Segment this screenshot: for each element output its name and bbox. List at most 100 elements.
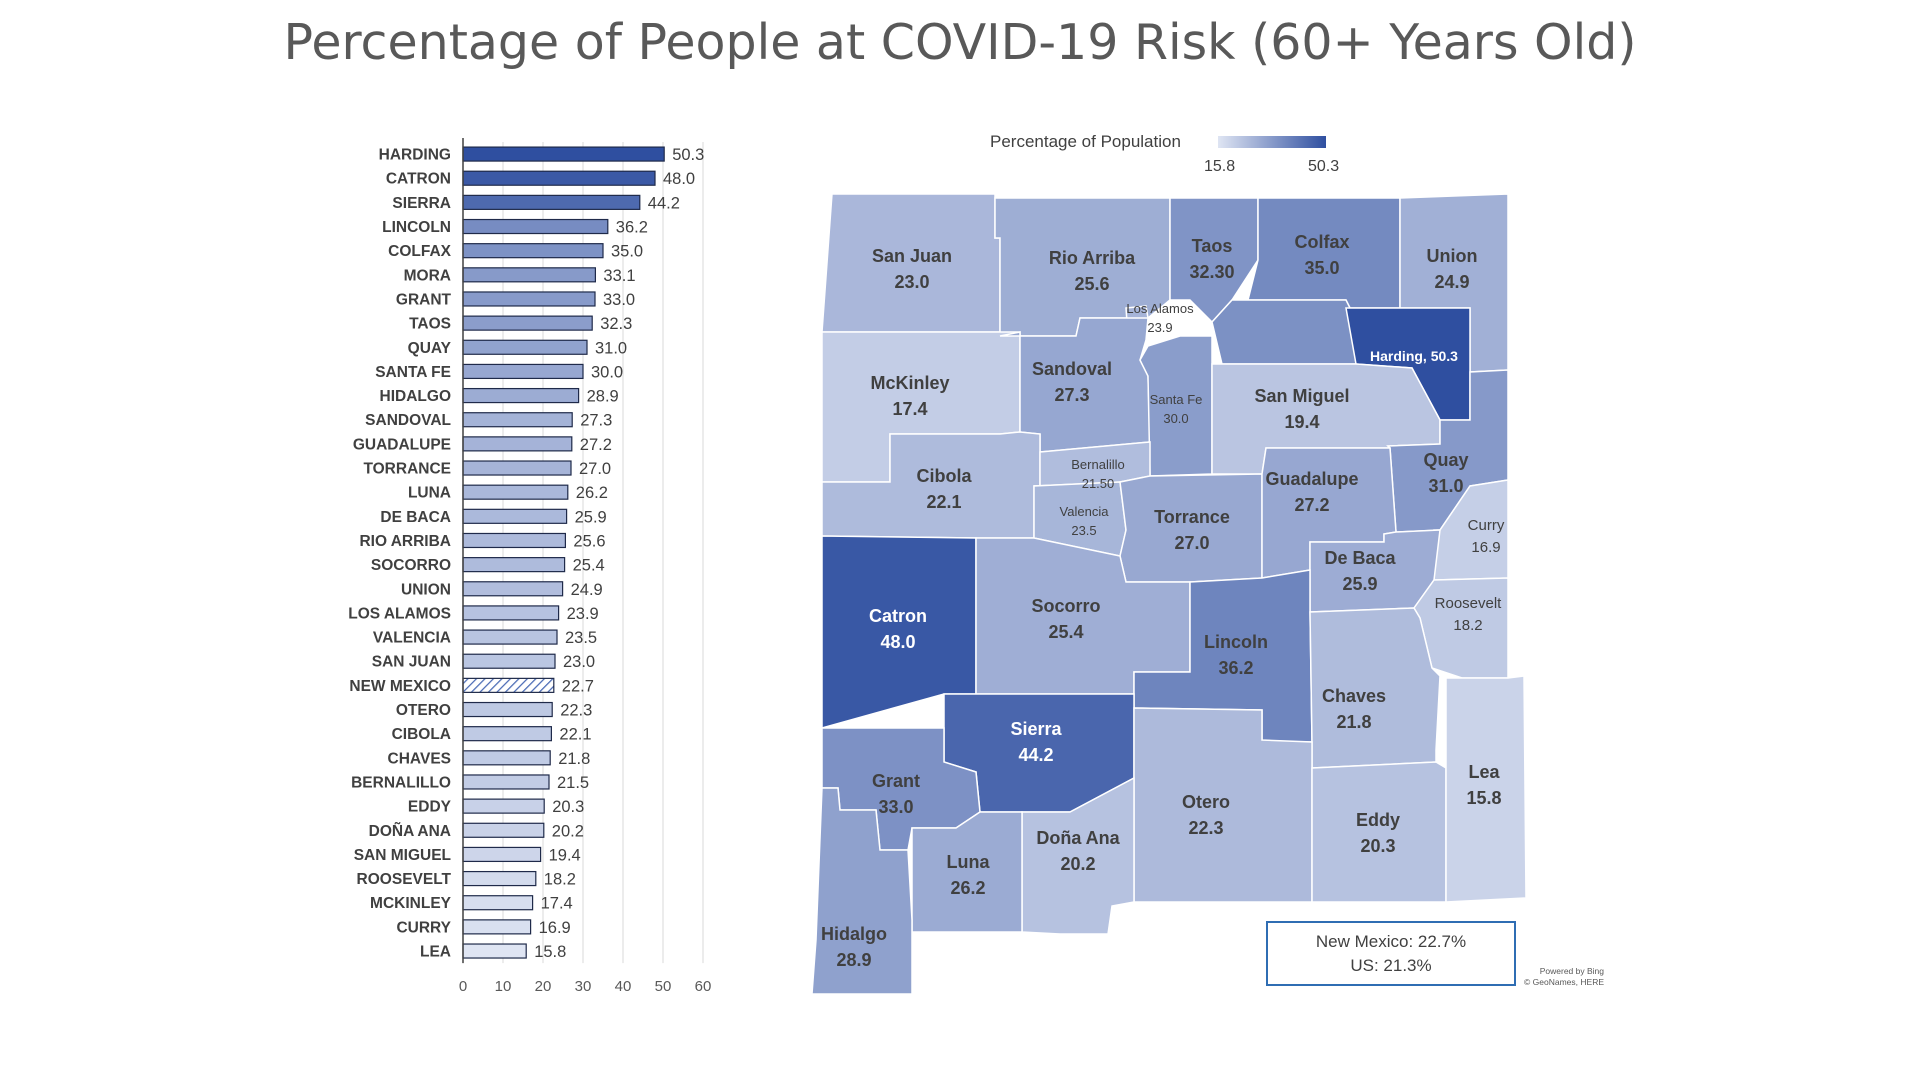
chart-title: Percentage of People at COVID-19 Risk (6… xyxy=(283,14,1637,71)
bar-value-label: 23.9 xyxy=(567,605,599,623)
bar xyxy=(462,363,584,380)
county-name-label: Lea xyxy=(1468,762,1500,782)
county-name-label: Colfax xyxy=(1294,232,1349,252)
bar-value-label: 32.3 xyxy=(600,315,632,333)
county-name-label: Socorro xyxy=(1031,596,1100,616)
bar-value-label: 36.2 xyxy=(616,219,648,237)
county-value-label: 30.0 xyxy=(1163,411,1188,426)
bar xyxy=(462,919,532,935)
category-label: SOCORRO xyxy=(371,557,451,574)
bar xyxy=(462,436,573,452)
bar xyxy=(462,243,604,259)
county-name-label: Roosevelt xyxy=(1435,595,1503,612)
x-tick-label: 60 xyxy=(695,978,712,995)
county-value-label: 17.4 xyxy=(892,399,927,419)
county-name-label: Quay xyxy=(1423,450,1468,470)
county-value-label: 27.0 xyxy=(1174,533,1209,553)
bar-value-label: 21.5 xyxy=(557,774,589,792)
category-label: QUAY xyxy=(408,340,452,357)
county-value-label: 25.6 xyxy=(1074,274,1109,294)
county-value-label: 23.9 xyxy=(1147,320,1172,335)
bar xyxy=(462,557,566,573)
bar xyxy=(462,146,665,162)
bar xyxy=(462,653,556,669)
bar-value-label: 18.2 xyxy=(544,871,576,889)
category-label: MCKINLEY xyxy=(370,895,452,912)
x-tick-label: 10 xyxy=(495,978,512,995)
summary-new-mexico: New Mexico: 22.7% xyxy=(1315,932,1467,951)
county-hidalgo xyxy=(812,787,913,995)
category-label: UNION xyxy=(401,581,451,598)
category-label: SAN MIGUEL xyxy=(354,847,451,864)
county-name-label: Rio Arriba xyxy=(1049,248,1136,268)
county-name-label: Curry xyxy=(1468,517,1505,534)
bar xyxy=(462,412,573,428)
county-value-label: 36.2 xyxy=(1218,658,1253,678)
category-label: LUNA xyxy=(408,485,451,502)
county-name-label: Catron xyxy=(869,606,927,626)
category-label: LOS ALAMOS xyxy=(348,605,451,622)
x-tick-label: 0 xyxy=(459,978,467,995)
category-label: GRANT xyxy=(396,291,452,308)
bar-chart: HARDING 50.3 CATRON 48.0 SIERRA 44.2 LINCOLN 36… xyxy=(348,138,712,995)
bar xyxy=(462,629,558,645)
category-label: CURRY xyxy=(396,919,451,936)
county-name-label: Hidalgo xyxy=(821,924,887,944)
bar-value-label: 22.1 xyxy=(559,726,591,744)
county-name-label: Doña Ana xyxy=(1036,828,1120,848)
bar xyxy=(462,387,580,404)
category-label: CATRON xyxy=(386,171,451,188)
attribution-copyright: © GeoNames, HERE xyxy=(1524,977,1604,987)
category-label: NEW MEXICO xyxy=(349,678,451,695)
bar-value-label: 25.9 xyxy=(575,508,607,526)
bar-value-label: 22.3 xyxy=(560,702,592,720)
category-label: EDDY xyxy=(408,799,452,816)
bar-value-label: 26.2 xyxy=(576,484,608,502)
county-value-label: 23.5 xyxy=(1071,523,1096,538)
bar-value-label: 15.8 xyxy=(534,943,566,961)
county-name-label: Cibola xyxy=(916,466,972,486)
x-tick-label: 30 xyxy=(575,978,592,995)
county-name-label: Chaves xyxy=(1322,686,1386,706)
county-value-label: 22.1 xyxy=(926,492,961,512)
county-value-label: 19.4 xyxy=(1284,412,1319,432)
bar xyxy=(462,798,545,814)
legend-title: Percentage of Population xyxy=(990,132,1181,151)
county-name-label: Bernalillo xyxy=(1071,457,1124,472)
county-colfax xyxy=(1247,197,1401,309)
county-name-label: De Baca xyxy=(1324,548,1396,568)
bar xyxy=(462,581,564,597)
bar-value-label: 20.2 xyxy=(552,822,584,840)
county-lea xyxy=(1445,675,1527,903)
county-name-label: Grant xyxy=(872,771,920,791)
county-name-label: Union xyxy=(1427,246,1478,266)
category-label: MORA xyxy=(404,267,451,284)
county-value-label: 28.9 xyxy=(836,950,871,970)
bar-value-label: 25.6 xyxy=(573,532,605,550)
bar-value-label: 23.0 xyxy=(563,653,595,671)
bar xyxy=(462,291,596,307)
category-label: LEA xyxy=(420,944,451,961)
summary-box: New Mexico: 22.7% US: 21.3% xyxy=(1266,921,1516,986)
bar xyxy=(462,484,569,500)
county-value-label: 20.2 xyxy=(1060,854,1095,874)
legend-min-label: 15.8 xyxy=(1204,158,1236,175)
county-mora xyxy=(1211,299,1357,365)
category-label: HIDALGO xyxy=(380,388,451,405)
bar xyxy=(462,943,527,959)
county-value-label: 16.9 xyxy=(1471,539,1500,556)
category-label: VALENCIA xyxy=(373,630,451,647)
bar-value-label: 30.0 xyxy=(591,363,623,381)
county-name-label: Guadalupe xyxy=(1265,469,1358,489)
category-label: CIBOLA xyxy=(392,726,451,743)
map-attribution: Powered by Bing © GeoNames, HERE xyxy=(1524,966,1604,988)
county-dona-ana xyxy=(1021,776,1135,935)
category-label: LINCOLN xyxy=(382,219,451,236)
bar-value-label: 23.5 xyxy=(565,629,597,647)
category-label: BERNALILLO xyxy=(351,774,451,791)
category-label: CHAVES xyxy=(388,750,451,767)
bar-value-label: 19.4 xyxy=(549,846,581,864)
county-name-label: Lincoln xyxy=(1204,632,1268,652)
category-label: DOÑA ANA xyxy=(369,822,451,840)
county-value-label: 21.50 xyxy=(1082,476,1115,491)
